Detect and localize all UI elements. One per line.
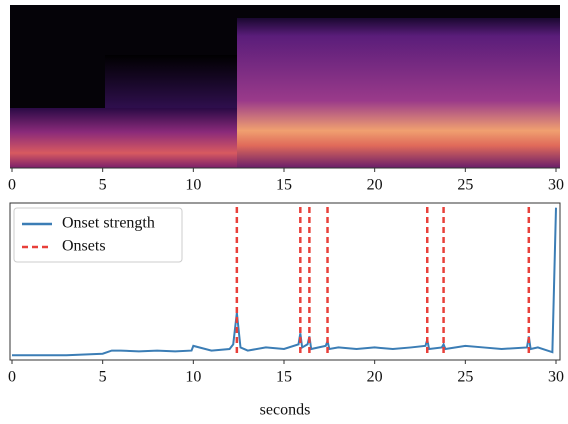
x-tick-label: 10	[185, 177, 201, 194]
x-tick-label: 0	[8, 369, 16, 386]
x-tick-label: 30	[548, 177, 564, 194]
x-tick-label: 15	[276, 369, 292, 386]
x-tick-label: 10	[185, 369, 201, 386]
bottom-axis: 0 5 10 15 20 25 30	[8, 359, 564, 386]
x-tick-label: 0	[8, 177, 16, 194]
x-tick-label: 20	[367, 369, 383, 386]
x-tick-label: 30	[548, 369, 564, 386]
x-tick-label: 20	[367, 177, 383, 194]
x-tick-label: 5	[99, 177, 107, 194]
legend-box	[13, 207, 183, 263]
x-tick-label: 15	[276, 177, 292, 194]
x-tick-label: 5	[99, 369, 107, 386]
legend-label: Onset strength	[62, 215, 155, 232]
spectrogram	[10, 5, 560, 168]
legend: Onset strength Onsets	[13, 207, 183, 263]
x-tick-label: 25	[457, 177, 473, 194]
legend-label: Onsets	[62, 238, 106, 255]
x-axis-label: seconds	[260, 402, 311, 419]
top-axis: 0 5 10 15 20 25 30	[8, 167, 564, 194]
x-tick-label: 25	[457, 369, 473, 386]
